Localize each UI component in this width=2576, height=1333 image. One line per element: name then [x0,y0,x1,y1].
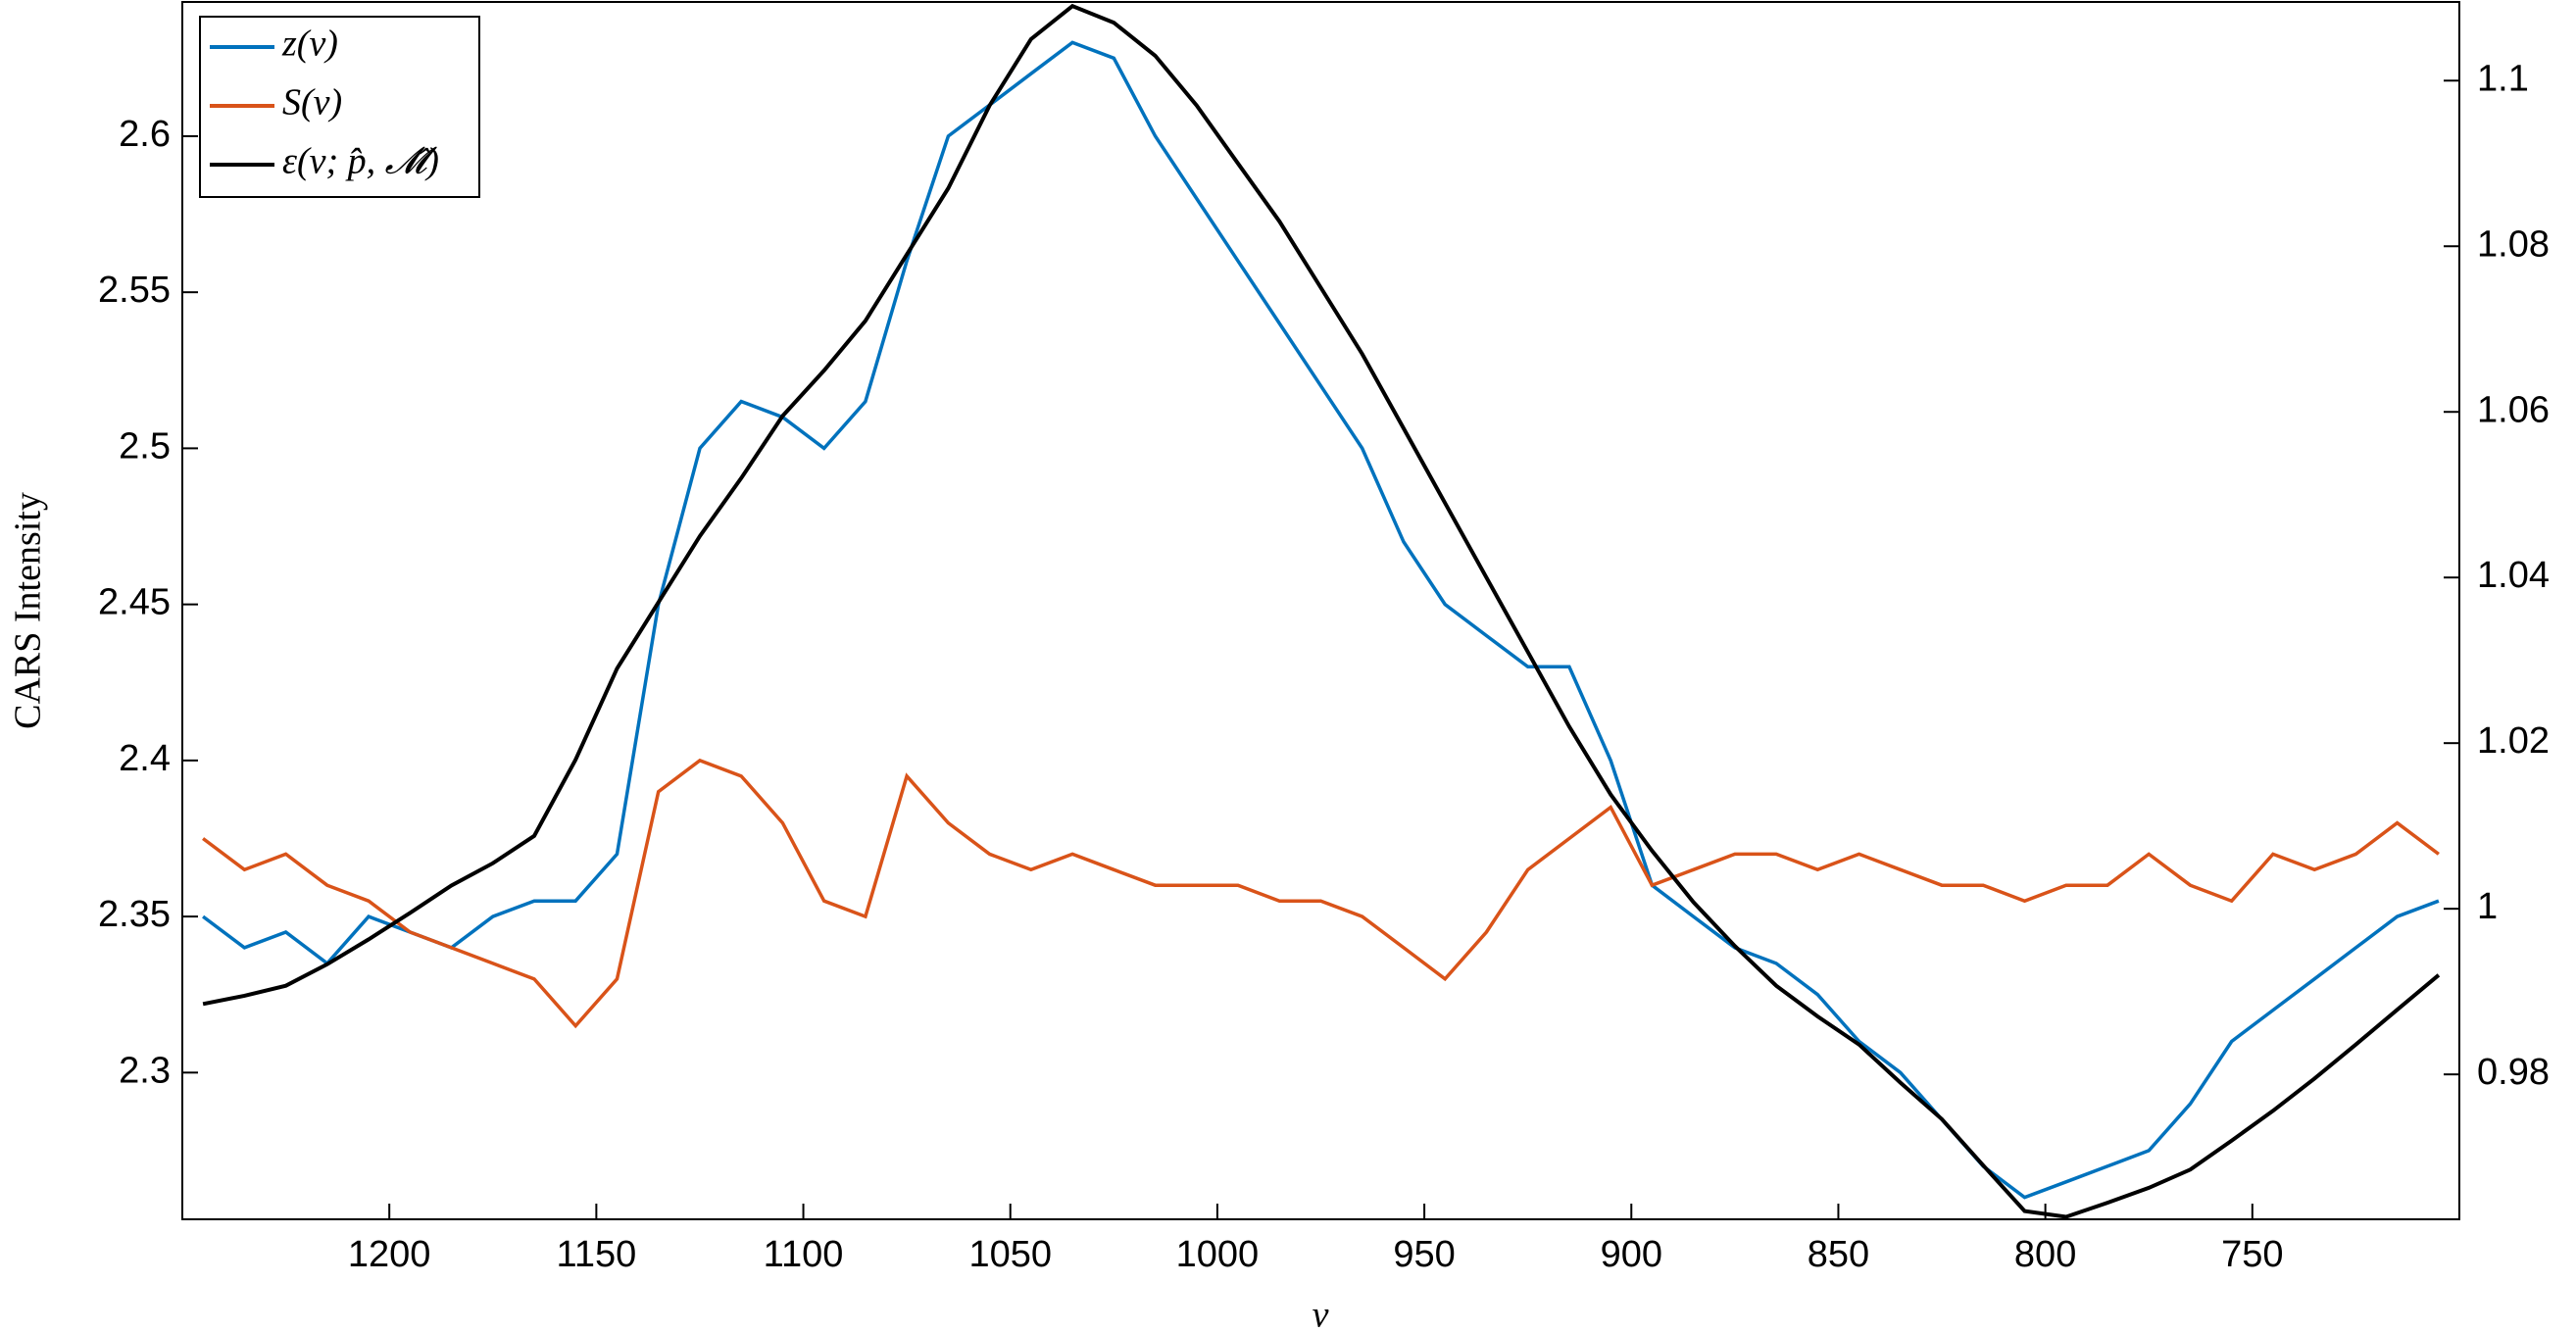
series-line [202,40,2440,1200]
y2-tick-label: 1.1 [2477,58,2529,99]
x-tick-label: 850 [1808,1234,1869,1275]
x-tick-label: 1150 [557,1234,637,1275]
y-tick-label: 2.5 [119,425,171,467]
x-tick-label: 750 [2221,1234,2283,1275]
y-tick-label: 2.45 [98,582,171,623]
series-line [202,3,2441,1219]
y2-tick-label: 0.98 [2477,1052,2550,1093]
legend-label: S(ν) [282,82,342,123]
y-tick-label: 2.6 [119,114,171,155]
y-tick-label: 2.55 [98,270,171,311]
y-axis-label: CARS Intensity [8,492,49,729]
legend: z(ν) S(ν) ε(ν; p̂, 𝓜̂) [199,16,480,198]
y2-tick-label: 1.04 [2477,555,2550,596]
x-tick-label: 1000 [1176,1234,1260,1275]
y2-tick-label: 1.02 [2477,720,2550,762]
y2-tick-label: 1.06 [2477,389,2550,430]
plot-frame [181,1,2460,1220]
legend-label: ε(ν; p̂, 𝓜̂) [282,141,439,182]
x-tick-label: 1050 [968,1234,1052,1275]
y2-tick-label: 1 [2477,886,2498,927]
y-tick-label: 2.35 [98,894,171,935]
x-tick-label: 950 [1393,1234,1455,1275]
y2-tick-label: 1.08 [2477,223,2550,265]
y-tick-label: 2.4 [119,738,171,779]
x-tick-label: 800 [2014,1234,2076,1275]
y-tick-label: 2.3 [119,1050,171,1091]
x-axis-label: ν [1313,1295,1329,1333]
legend-label: z(ν) [281,24,338,65]
x-tick-label: 900 [1601,1234,1662,1275]
x-tick-label: 1100 [764,1234,844,1275]
series-line [202,758,2440,1029]
x-tick-label: 1200 [348,1234,431,1275]
